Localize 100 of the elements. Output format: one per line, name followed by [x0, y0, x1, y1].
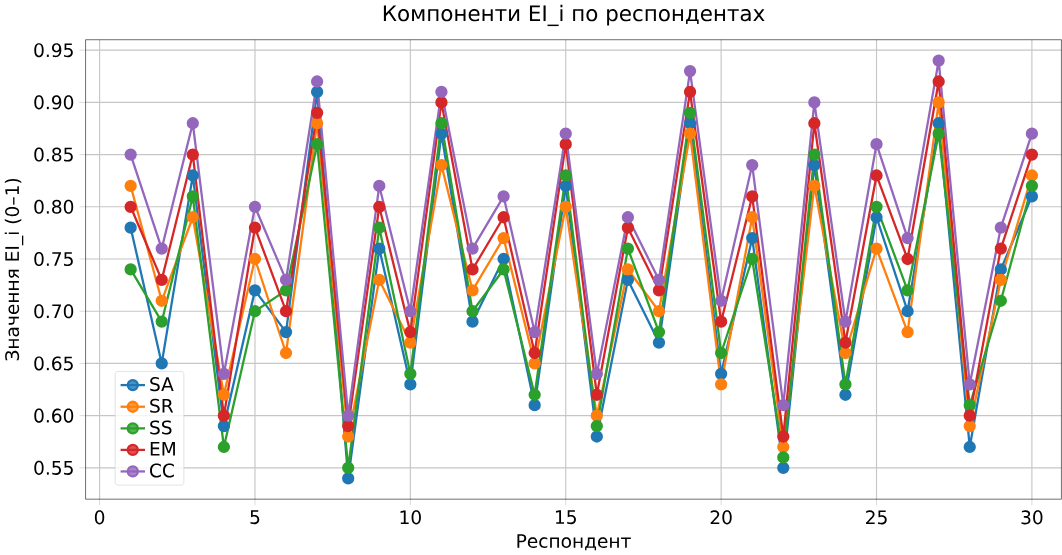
point	[714, 346, 728, 360]
point	[155, 242, 168, 255]
legend-label: SS	[150, 420, 172, 435]
point	[839, 378, 852, 391]
point	[621, 242, 635, 255]
point	[994, 242, 1007, 255]
point	[621, 273, 635, 287]
point	[186, 169, 199, 182]
x-tick-label: 20	[710, 510, 732, 525]
point	[963, 378, 976, 391]
y-tick-label: 0.65	[34, 356, 73, 371]
legend-label: SR	[150, 398, 174, 413]
point	[777, 430, 790, 443]
point	[248, 305, 262, 318]
point	[310, 106, 324, 119]
point	[870, 242, 883, 255]
point	[528, 346, 541, 360]
point	[124, 179, 137, 193]
point	[808, 117, 821, 130]
point	[808, 158, 821, 172]
point	[901, 284, 914, 297]
point	[248, 221, 262, 234]
point	[652, 325, 666, 339]
point	[124, 148, 137, 161]
point	[466, 242, 479, 255]
point	[994, 273, 1007, 287]
point	[746, 211, 759, 224]
point	[217, 388, 231, 401]
point	[870, 200, 883, 213]
point	[155, 357, 168, 370]
point	[714, 378, 728, 391]
y-tick-label: 0.55	[34, 460, 73, 475]
point	[342, 461, 355, 474]
point	[279, 284, 293, 297]
point	[404, 367, 417, 380]
point	[621, 221, 635, 234]
point	[497, 263, 510, 276]
point	[963, 399, 976, 412]
point	[310, 117, 324, 130]
point	[248, 200, 262, 213]
point	[683, 85, 697, 99]
point	[839, 336, 852, 349]
point	[279, 346, 293, 360]
point	[994, 294, 1007, 307]
point	[652, 336, 666, 349]
point	[186, 117, 199, 130]
y-tick-label: 0.85	[34, 147, 73, 162]
point	[124, 263, 137, 276]
point	[746, 252, 759, 266]
point	[901, 252, 914, 266]
legend-label: EM	[150, 442, 175, 456]
point	[1025, 179, 1039, 193]
point	[528, 357, 541, 370]
point	[342, 409, 355, 422]
point	[901, 325, 914, 339]
point	[497, 211, 510, 224]
point	[373, 179, 386, 193]
point	[590, 367, 603, 380]
point	[186, 190, 199, 203]
y-tick-label: 0.90	[34, 95, 74, 110]
point	[373, 221, 386, 234]
y-tick-label: 0.60	[34, 408, 74, 423]
point	[248, 252, 262, 266]
point	[497, 190, 510, 203]
point	[435, 127, 448, 140]
point	[124, 200, 137, 213]
y-tick-label: 0.70	[34, 304, 74, 319]
point	[839, 346, 852, 360]
x-tick-label: 5	[250, 510, 260, 525]
point	[466, 315, 479, 328]
point	[932, 75, 945, 88]
point	[808, 96, 821, 109]
point	[435, 117, 448, 130]
y-tick-label: 0.75	[34, 251, 73, 267]
point	[559, 137, 572, 151]
point	[404, 325, 417, 339]
point	[746, 158, 759, 172]
point	[404, 305, 417, 318]
point	[404, 336, 417, 349]
point	[777, 461, 790, 474]
x-tick-label: 10	[400, 510, 421, 525]
point	[683, 64, 697, 78]
point	[714, 367, 728, 380]
point	[963, 419, 976, 433]
point	[497, 231, 510, 245]
point	[963, 409, 976, 422]
x-tick-label: 30	[1021, 510, 1043, 525]
point	[994, 263, 1007, 276]
point	[559, 127, 572, 140]
y-tick-label: 0.80	[34, 199, 74, 214]
point	[963, 440, 976, 454]
point	[714, 315, 728, 328]
point	[746, 190, 759, 203]
point	[1025, 148, 1039, 161]
point	[559, 179, 572, 193]
point	[932, 117, 945, 130]
point	[528, 388, 541, 401]
point	[559, 169, 572, 182]
point	[435, 85, 448, 99]
point	[373, 242, 386, 255]
